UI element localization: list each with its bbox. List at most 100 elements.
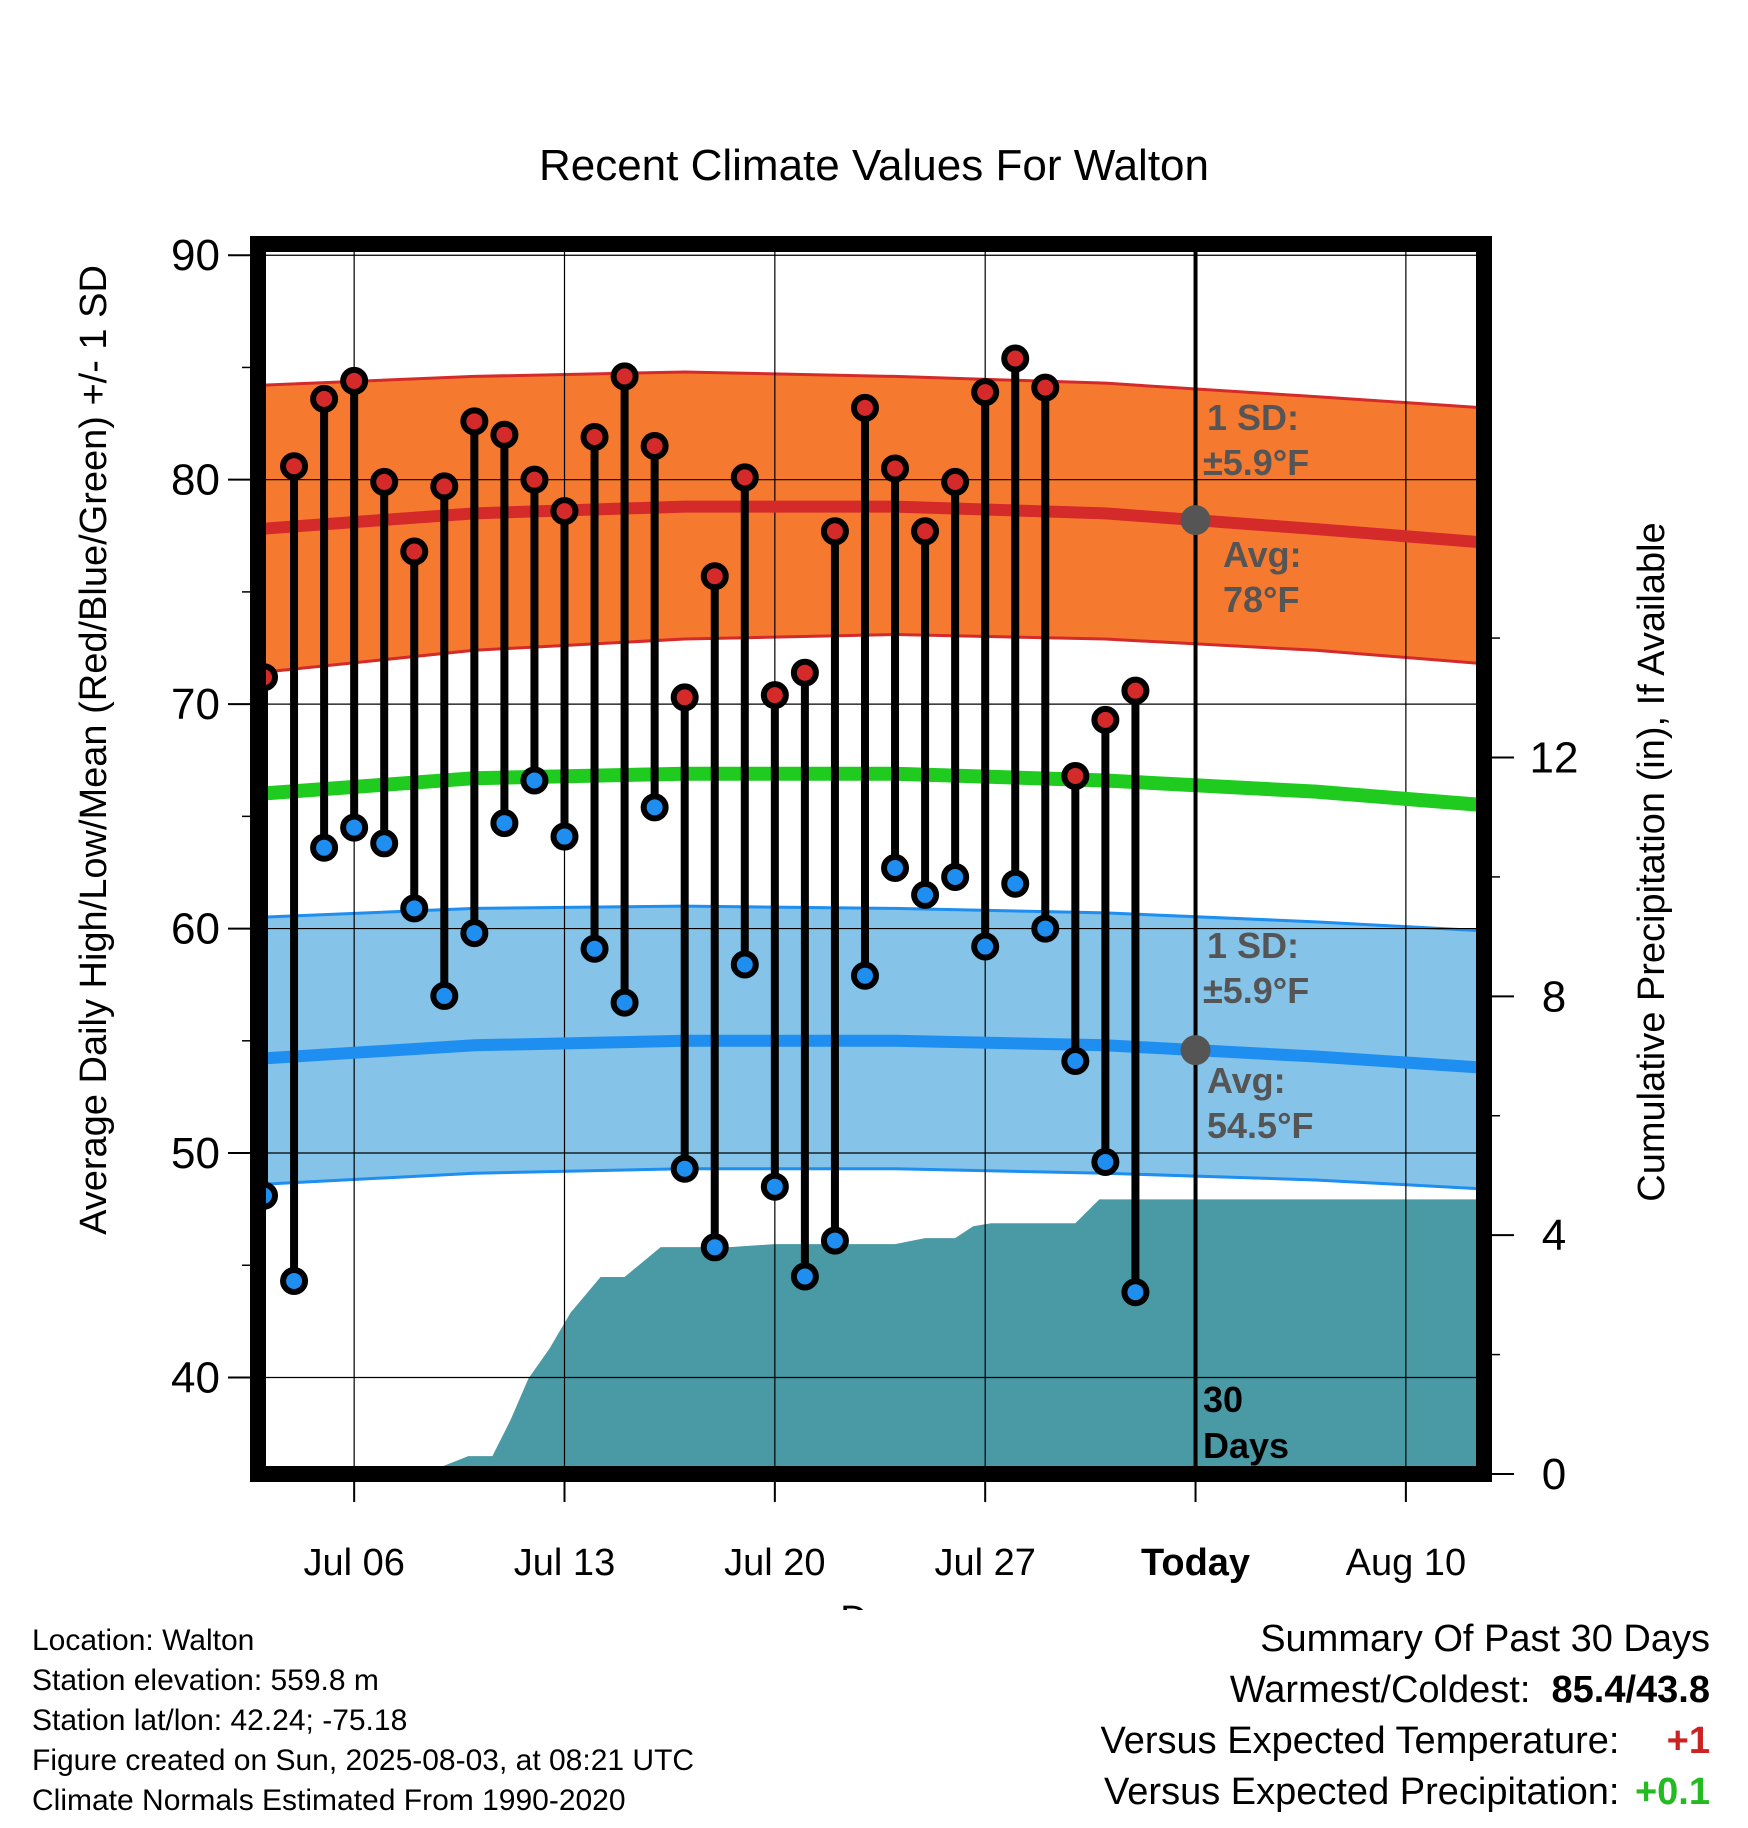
daily-low-point bbox=[640, 793, 669, 822]
daily-low-point bbox=[1121, 1278, 1150, 1307]
plot-frame bbox=[250, 236, 1492, 1482]
precip-value: +0.1 bbox=[1634, 1771, 1710, 1813]
low-avg-value: 54.5°F bbox=[1207, 1105, 1313, 1146]
daily-low-point bbox=[430, 981, 459, 1010]
daily-high-point bbox=[1061, 761, 1090, 790]
daily-low-point bbox=[460, 919, 489, 948]
daily-high-point bbox=[760, 681, 789, 710]
high-avg-label: Avg: bbox=[1223, 534, 1302, 575]
x-tick-label: Aug 10 bbox=[1346, 1542, 1466, 1584]
daily-high-point bbox=[520, 465, 549, 494]
high-sd-band-upper-edge bbox=[257, 370, 1485, 410]
daily-high-point bbox=[850, 393, 879, 422]
today-high-average-marker bbox=[1180, 505, 1211, 536]
high-sd-value: ±5.9°F bbox=[1203, 442, 1309, 483]
daily-high-point bbox=[790, 658, 819, 687]
daily-low-point bbox=[971, 932, 1000, 961]
y-tick-label: 80 bbox=[171, 456, 220, 505]
daily-high-point bbox=[941, 467, 970, 496]
daily-high-point bbox=[490, 420, 519, 449]
y2-tick-label: 12 bbox=[1530, 733, 1579, 782]
summary-precip: Versus Expected Precipitation: +0.1 bbox=[1101, 1767, 1710, 1818]
daily-low-point bbox=[790, 1262, 819, 1291]
x-tick-label: Jul 06 bbox=[303, 1542, 404, 1584]
daily-low-point bbox=[340, 813, 369, 842]
location-text: Location: Walton bbox=[32, 1624, 255, 1657]
daily-low-point bbox=[370, 829, 399, 858]
precip-label: Versus Expected Precipitation: bbox=[1104, 1771, 1620, 1813]
chart-title: Recent Climate Values For Walton bbox=[539, 141, 1209, 190]
summary-title: Summary Of Past 30 Days bbox=[1260, 1618, 1710, 1660]
daily-low-point bbox=[941, 862, 970, 891]
low-avg-label: Avg: bbox=[1207, 1060, 1286, 1101]
latlon-text: Station lat/lon: 42.24; -75.18 bbox=[32, 1704, 408, 1737]
days-count-number: 30 bbox=[1203, 1379, 1243, 1420]
y2-tick-label: 4 bbox=[1542, 1211, 1566, 1260]
low-sd-value: ±5.9°F bbox=[1203, 970, 1309, 1011]
y-tick-label: 50 bbox=[171, 1129, 220, 1178]
daily-high-point bbox=[430, 472, 459, 501]
daily-low-point bbox=[820, 1226, 849, 1255]
daily-high-point bbox=[280, 452, 309, 481]
daily-low-point bbox=[400, 894, 429, 923]
daily-high-point bbox=[550, 497, 579, 526]
low-sd-label: 1 SD: bbox=[1207, 925, 1299, 966]
daily-low-point bbox=[610, 988, 639, 1017]
daily-high-point bbox=[700, 562, 729, 591]
daily-low-point bbox=[580, 934, 609, 963]
daily-low-point bbox=[700, 1233, 729, 1262]
daily-low-point bbox=[1001, 869, 1030, 898]
low-average-line bbox=[257, 1034, 1485, 1074]
temp-label: Versus Expected Temperature: bbox=[1100, 1720, 1620, 1762]
precipitation-area bbox=[258, 1199, 1484, 1474]
high-sd-label: 1 SD: bbox=[1207, 397, 1299, 438]
daily-high-point bbox=[1121, 676, 1150, 705]
daily-low-point bbox=[490, 809, 519, 838]
daily-high-point bbox=[370, 467, 399, 496]
warm-cold-label: Warmest/Coldest: bbox=[1229, 1669, 1531, 1711]
daily-low-point bbox=[310, 833, 339, 862]
daily-low-point bbox=[1091, 1148, 1120, 1177]
daily-high-point bbox=[971, 378, 1000, 407]
daily-low-point bbox=[280, 1266, 309, 1295]
x-tick-label: Today bbox=[1141, 1542, 1250, 1584]
daily-high-point bbox=[340, 366, 369, 395]
daily-low-point bbox=[1061, 1047, 1090, 1076]
summary-temp: Versus Expected Temperature: +1 bbox=[1101, 1716, 1710, 1767]
daily-high-point bbox=[580, 423, 609, 452]
daily-low-point bbox=[850, 961, 879, 990]
y2-tick-label: 0 bbox=[1542, 1450, 1566, 1499]
normals-text: Climate Normals Estimated From 1990-2020 bbox=[32, 1784, 626, 1817]
daily-high-point bbox=[640, 432, 669, 461]
daily-low-point bbox=[730, 950, 759, 979]
daily-low-point bbox=[550, 822, 579, 851]
low-sd-band-lower-edge bbox=[257, 1167, 1485, 1191]
daily-low-point bbox=[1031, 914, 1060, 943]
climate-chart: Recent Climate Values For Walton 1 SD:±5… bbox=[73, 141, 1673, 1610]
y-axis-label: Average Daily High/Low/Mean (Red/Blue/Gr… bbox=[73, 265, 115, 1235]
daily-high-point bbox=[610, 362, 639, 391]
daily-high-point bbox=[310, 384, 339, 413]
daily-low-point bbox=[911, 880, 940, 909]
high-avg-value: 78°F bbox=[1223, 579, 1299, 620]
summary-panel: Summary Of Past 30 Days Warmest/Coldest:… bbox=[1101, 1614, 1710, 1818]
daily-high-point bbox=[400, 537, 429, 566]
summary-warm-cold: Warmest/Coldest: 85.4/43.8 bbox=[1101, 1665, 1710, 1716]
y-tick-label: 90 bbox=[171, 231, 220, 280]
y-tick-label: 70 bbox=[171, 680, 220, 729]
x-axis-label: Day bbox=[840, 1599, 908, 1610]
y-tick-label: 40 bbox=[171, 1353, 220, 1402]
warm-cold-value: 85.4/43.8 bbox=[1551, 1669, 1710, 1711]
today-low-average-marker bbox=[1180, 1035, 1211, 1066]
temp-value: +1 bbox=[1666, 1720, 1710, 1762]
days-count-word: Days bbox=[1203, 1425, 1289, 1466]
x-tick-label: Jul 27 bbox=[934, 1542, 1035, 1584]
daily-high-point bbox=[1001, 344, 1030, 373]
daily-low-point bbox=[670, 1154, 699, 1183]
daily-low-point bbox=[881, 853, 910, 882]
daily-high-point bbox=[670, 683, 699, 712]
y-tick-label: 60 bbox=[171, 905, 220, 954]
daily-high-point bbox=[881, 454, 910, 483]
daily-high-point bbox=[1031, 373, 1060, 402]
